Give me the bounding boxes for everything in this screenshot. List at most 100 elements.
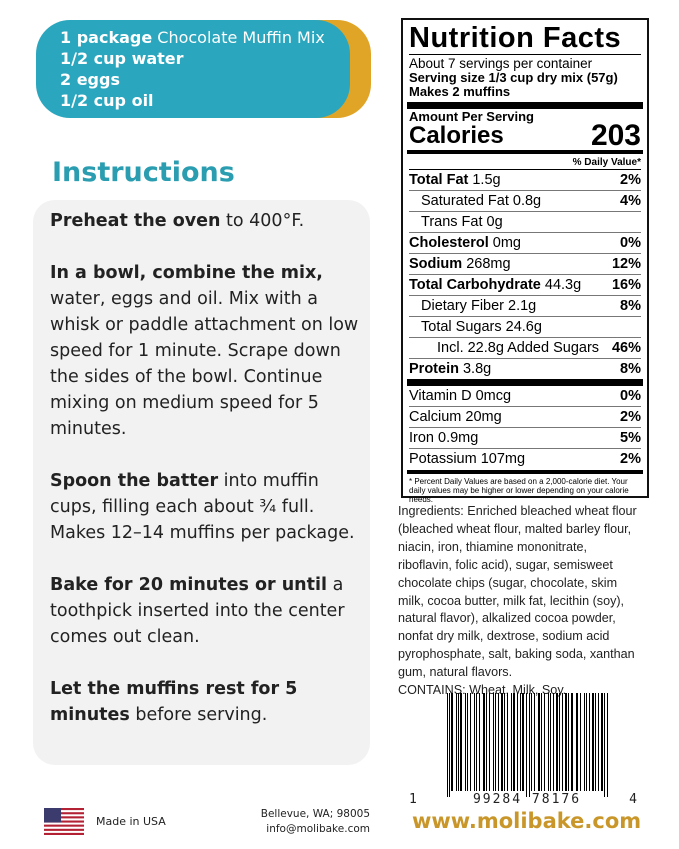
nutrition-title: Nutrition Facts xyxy=(409,22,641,55)
calories-label: Calories xyxy=(409,122,504,149)
barcode-bar xyxy=(601,693,604,791)
barcode-digit-last: 4 xyxy=(629,792,637,807)
instruction-step: Spoon the batter into muffin cups, filli… xyxy=(50,468,360,546)
footnote: * Percent Daily Values are based on a 2,… xyxy=(409,477,629,504)
step-text: water, eggs and oil. Mix with a whisk or… xyxy=(50,289,359,439)
barcode-bar xyxy=(586,693,587,791)
vitamin-row: Calcium 20mg 2% xyxy=(409,407,641,428)
step-lead: In a bowl, combine the mix, xyxy=(50,263,323,283)
divider xyxy=(407,102,643,109)
barcode-bar xyxy=(561,693,563,791)
barcode-bar xyxy=(447,693,448,797)
barcode-bar xyxy=(541,693,542,791)
made-in-usa: Made in USA xyxy=(96,815,166,828)
instruction-step: Preheat the oven to 400°F. xyxy=(50,208,360,234)
barcode-bar xyxy=(592,693,594,791)
barcode-bar xyxy=(520,693,522,791)
nutrient-row: Sodium 268mg 12% xyxy=(409,254,641,275)
ingredients-text: Ingredients: Enriched bleached wheat flo… xyxy=(398,504,637,680)
calories-row: Calories 203 xyxy=(409,121,641,151)
nutrition-facts-label: Nutrition Facts About 7 servings per con… xyxy=(401,18,649,504)
nutrient-dv: 12% xyxy=(611,256,641,272)
barcode-bar xyxy=(516,693,518,791)
nutrient-row: Total Carbohydrate 44.3g 16% xyxy=(409,275,641,296)
nutrient-label: Dietary Fiber 2.1g xyxy=(421,298,537,314)
divider xyxy=(407,470,643,474)
barcode-bar xyxy=(556,693,558,791)
nutrient-name: Total Fat 1.5g xyxy=(409,170,501,190)
vitamin-name: Iron 0.9mg xyxy=(409,430,479,446)
barcode-bar xyxy=(457,693,459,791)
nutrient-dv: 8% xyxy=(620,298,641,314)
email-link[interactable]: info@molibake.com xyxy=(266,823,370,835)
nutrient-dv: 8% xyxy=(620,361,641,377)
website-link[interactable]: www.molibake.com xyxy=(412,809,642,833)
pill-line: 1/2 cup water xyxy=(60,48,350,69)
barcode-bar xyxy=(474,693,475,791)
barcode-bar xyxy=(525,693,527,797)
nutrient-row: Trans Fat 0g xyxy=(409,212,641,233)
barcode-bar xyxy=(533,693,536,791)
barcode-bar xyxy=(594,693,596,791)
nutrient-label: Total Sugars 24.6g xyxy=(421,319,542,335)
barcode-bar xyxy=(510,693,512,791)
barcode-bar xyxy=(575,693,577,791)
nutrient-label: Incl. 22.8g Added Sugars xyxy=(437,340,600,356)
barcode-bar xyxy=(503,693,506,791)
barcode-digit-middle: 99284 78176 xyxy=(472,792,582,807)
ingredients-list: Ingredients: Enriched bleached wheat flo… xyxy=(398,503,644,700)
barcode-bar xyxy=(604,693,606,797)
step-text: into muffin cups, filling each about ¾ f… xyxy=(50,471,355,543)
vitamin-dv: 2% xyxy=(620,451,641,467)
nutrient-dv: 0% xyxy=(620,235,641,251)
barcode-bar xyxy=(479,693,481,791)
makes: Makes 2 muffins xyxy=(409,84,511,99)
nutrient-label: Cholesterol xyxy=(409,235,489,251)
barcode-bar xyxy=(552,693,554,791)
nutrient-row: Dietary Fiber 2.1g 8% xyxy=(409,296,641,317)
barcode-bar xyxy=(494,693,496,791)
nutrient-name: Incl. 22.8g Added Sugars xyxy=(437,338,599,358)
nutrient-row: Incl. 22.8g Added Sugars 46% xyxy=(409,338,641,359)
nutrient-label: Total Carbohydrate xyxy=(409,277,541,293)
ingredients-pill: 1 package Chocolate Muffin Mix 1/2 cup wa… xyxy=(36,20,350,118)
us-flag-icon xyxy=(44,808,84,835)
pill-line: 1 package Chocolate Muffin Mix xyxy=(60,27,350,48)
vitamin-dv: 2% xyxy=(620,409,641,425)
nutrient-amount: 0mg xyxy=(488,235,522,251)
allergens: CONTAINS: Wheat, Milk, Soy. xyxy=(398,683,567,698)
barcode-bar xyxy=(607,693,608,797)
daily-value-header: % Daily Value* xyxy=(409,155,641,170)
barcode xyxy=(447,693,611,797)
vitamin-row: Iron 0.9mg 5% xyxy=(409,428,641,449)
barcode-bar xyxy=(571,693,573,791)
barcode-bar xyxy=(558,693,560,791)
nutrient-row: Protein 3.8g 8% xyxy=(409,359,641,379)
barcode-bar xyxy=(512,693,515,791)
nutrient-name: Cholesterol 0mg xyxy=(409,233,521,253)
barcode-bar xyxy=(522,693,524,791)
pill-line-bold: 2 eggs xyxy=(60,70,120,89)
pill-line-bold: 1 package xyxy=(60,28,153,47)
nutrient-label: Protein xyxy=(409,361,459,377)
barcode-bar xyxy=(448,693,450,797)
step-lead: Bake for 20 minutes or until xyxy=(50,575,328,595)
barcode-bar xyxy=(547,693,550,791)
barcode-bar xyxy=(579,693,582,791)
nutrient-dv: 16% xyxy=(611,277,641,293)
nutrient-dv: 2% xyxy=(620,172,641,188)
serving-size: Serving size 1/3 cup dry mix (57g) xyxy=(409,70,618,85)
nutrient-name: Dietary Fiber 2.1g xyxy=(421,296,536,316)
servings: About 7 servings per container xyxy=(409,56,593,71)
barcode-bar xyxy=(588,693,590,791)
address: Bellevue, WA; 98005 info@molibake.com xyxy=(261,807,370,837)
divider xyxy=(407,379,643,386)
instructions-box: Preheat the oven to 400°F. In a bowl, com… xyxy=(33,200,370,765)
divider xyxy=(407,150,643,154)
pill-line-bold: 1/2 cup oil xyxy=(60,91,154,110)
barcode-digit-first: 1 xyxy=(409,792,417,807)
step-text: to 400°F. xyxy=(220,211,305,231)
step-lead: Spoon the batter xyxy=(50,471,219,491)
nutrient-name: Total Sugars 24.6g xyxy=(421,317,542,337)
pill-line: 1/2 cup oil xyxy=(60,90,350,111)
